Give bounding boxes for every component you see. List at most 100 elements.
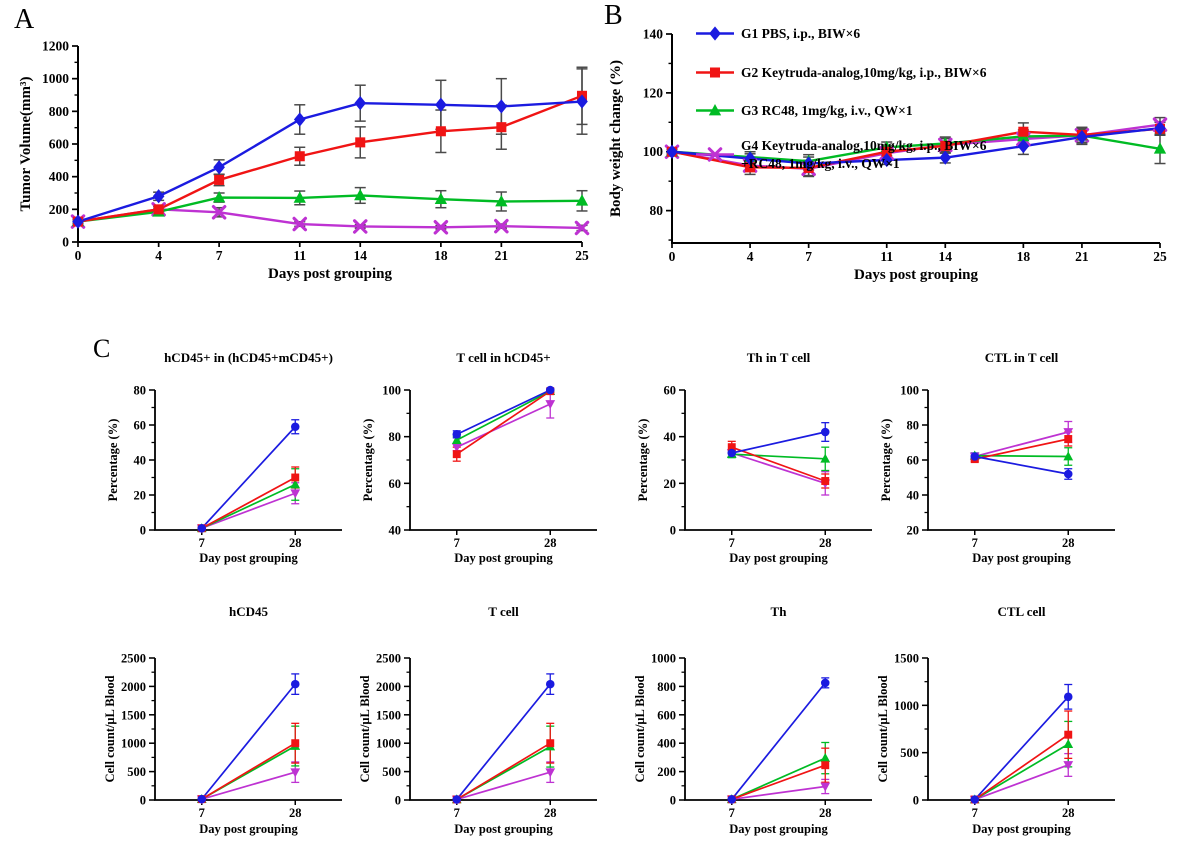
chart-C8-svg: 0 500 1000 1500 7 28 Day post grouping Cell cou… (876, 604, 1115, 836)
y-tick-label: 40 (389, 524, 402, 538)
x-tick-label: 7 (805, 249, 812, 264)
y-tick-label: 1500 (376, 708, 401, 722)
y-tick-label: 400 (49, 169, 70, 184)
y-tick-label: 0 (140, 524, 146, 538)
y-tick-label: 0 (913, 794, 919, 808)
y-tick-label: 0 (670, 524, 676, 538)
x-axis-title: Day post grouping (454, 822, 553, 836)
x-tick-label: 25 (1153, 249, 1167, 264)
x-tick-label: 7 (199, 536, 205, 550)
hcd45-percentage-chart: 0 20 40 60 80 7 28 Day post grouping Percentage … (70, 336, 350, 588)
x-axis-title: Day post grouping (972, 551, 1071, 565)
y-axis-title: Cell count/μL Blood (358, 675, 372, 782)
y-axis-title: Cell count/μL Blood (876, 675, 890, 782)
x-tick-label: 7 (454, 806, 460, 820)
ctl-cell-count-chart: 0 500 1000 1500 7 28 Day post grouping Cell cou… (843, 596, 1123, 854)
chart-C5-svg: 0 500 1000 1500 2000 2500 7 28 Day post grouping… (103, 604, 342, 836)
chart-title: Th in T cell (747, 350, 811, 365)
y-tick-label: 20 (134, 489, 147, 503)
y-tick-label: 80 (907, 419, 920, 433)
y-axis-title: Percentage (%) (106, 419, 120, 502)
x-tick-label: 7 (454, 536, 460, 550)
y-tick-label: 80 (389, 430, 402, 444)
y-tick-label: 100 (382, 384, 401, 398)
y-tick-label: 200 (657, 765, 676, 779)
x-tick-label: 28 (544, 806, 557, 820)
x-tick-label: 14 (353, 248, 367, 263)
panel-label-c: C (93, 334, 111, 363)
y-tick-label: 800 (657, 680, 676, 694)
y-tick-label: 20 (664, 477, 677, 491)
y-tick-label: 500 (900, 746, 919, 760)
ctl-percentage-chart: 20 40 60 80 100 7 28 Day post grouping Percentag… (843, 336, 1123, 588)
x-tick-label: 0 (75, 248, 82, 263)
chart-A-svg: 0 200 400 600 800 1000 1200 0 4 7 11 14 18 21 25 Days p… (18, 39, 590, 282)
x-tick-label: 4 (155, 248, 162, 263)
y-tick-label: 100 (643, 144, 664, 159)
y-tick-label: 2000 (376, 680, 401, 694)
y-axis-title: Cell count/μL Blood (103, 675, 117, 782)
legend-label: +RC48, 1mg/kg, i.v., QW×1 (741, 156, 900, 171)
x-tick-label: 25 (575, 248, 589, 263)
th-cell-count-chart: 0 200 400 600 800 1000 7 28 Day post grouping Cel… (600, 596, 880, 854)
chart-title: hCD45+ in (hCD45+mCD45+) (164, 350, 333, 365)
x-tick-label: 28 (289, 536, 302, 550)
panel-label-b: B (604, 0, 623, 31)
y-tick-label: 500 (127, 765, 146, 779)
y-tick-label: 80 (134, 384, 147, 398)
x-tick-label: 11 (293, 248, 306, 263)
x-axis-title: Day post grouping (729, 551, 828, 565)
y-tick-label: 0 (395, 794, 401, 808)
x-tick-label: 11 (880, 249, 893, 264)
y-tick-label: 0 (62, 235, 69, 250)
x-tick-label: 21 (1075, 249, 1089, 264)
x-tick-label: 18 (1017, 249, 1031, 264)
x-tick-label: 7 (972, 806, 978, 820)
y-tick-label: 1500 (121, 708, 146, 722)
x-tick-label: 21 (495, 248, 509, 263)
y-tick-label: 140 (643, 27, 664, 42)
y-tick-label: 400 (657, 737, 676, 751)
y-tick-label: 1000 (376, 737, 401, 751)
chart-title: T cell in hCD45+ (456, 350, 550, 365)
x-tick-label: 18 (434, 248, 448, 263)
x-tick-label: 4 (747, 249, 754, 264)
x-tick-label: 28 (819, 806, 832, 820)
legend-label: G1 PBS, i.p., BIW×6 (741, 26, 860, 41)
x-axis-title: Day post grouping (199, 822, 298, 836)
y-tick-label: 600 (657, 708, 676, 722)
chart-title: hCD45 (229, 604, 269, 619)
y-tick-label: 1000 (651, 652, 676, 666)
x-tick-label: 14 (939, 249, 953, 264)
y-tick-label: 1000 (894, 699, 919, 713)
y-tick-label: 1000 (42, 71, 69, 86)
y-tick-label: 0 (670, 794, 676, 808)
x-tick-label: 7 (972, 536, 978, 550)
x-tick-label: 7 (729, 806, 735, 820)
y-tick-label: 80 (650, 203, 664, 218)
legend-label: G2 Keytruda-analog,10mg/kg, i.p., BIW×6 (741, 65, 987, 80)
chart-title: T cell (488, 604, 519, 619)
y-axis-title: Tumor Volume(mm³) (18, 77, 34, 212)
tcell-cell-count-chart: 0 500 1000 1500 2000 2500 7 28 Day post grouping… (325, 596, 605, 854)
x-axis-title: Day post grouping (454, 551, 553, 565)
x-tick-label: 7 (199, 806, 205, 820)
x-axis-title: Day post grouping (199, 551, 298, 565)
y-tick-label: 60 (907, 454, 920, 468)
y-axis-title: Cell count/μL Blood (633, 675, 647, 782)
y-tick-label: 100 (900, 384, 919, 398)
body-weight-change-chart: 80 100 120 140 0 4 7 11 14 18 21 25 Days post groupi… (600, 4, 1184, 298)
y-tick-label: 500 (382, 765, 401, 779)
x-axis-title: Day post grouping (729, 822, 828, 836)
y-tick-label: 40 (907, 489, 920, 503)
y-tick-label: 1200 (42, 39, 69, 54)
legend-label: G4 Keytruda-analog,10mg/kg, i.p., BIW×6 (741, 138, 987, 153)
x-axis-title: Days post grouping (854, 267, 978, 283)
chart-title: Th (771, 604, 788, 619)
y-tick-label: 60 (664, 384, 677, 398)
